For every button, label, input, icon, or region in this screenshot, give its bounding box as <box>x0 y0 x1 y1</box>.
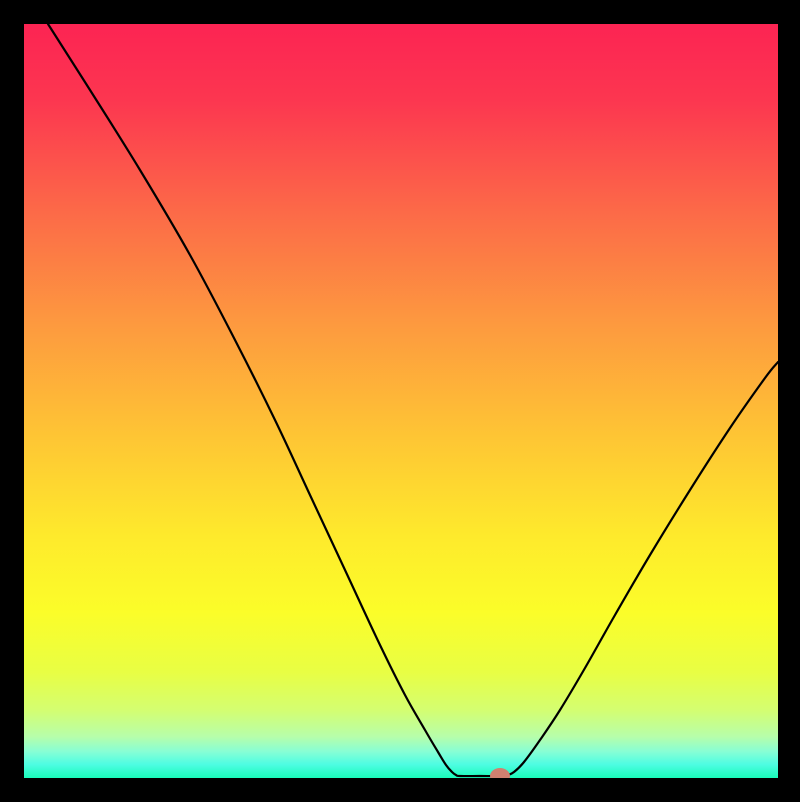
chart-container: TheBottlenecker.com <box>0 0 800 800</box>
plot-border <box>0 0 800 802</box>
